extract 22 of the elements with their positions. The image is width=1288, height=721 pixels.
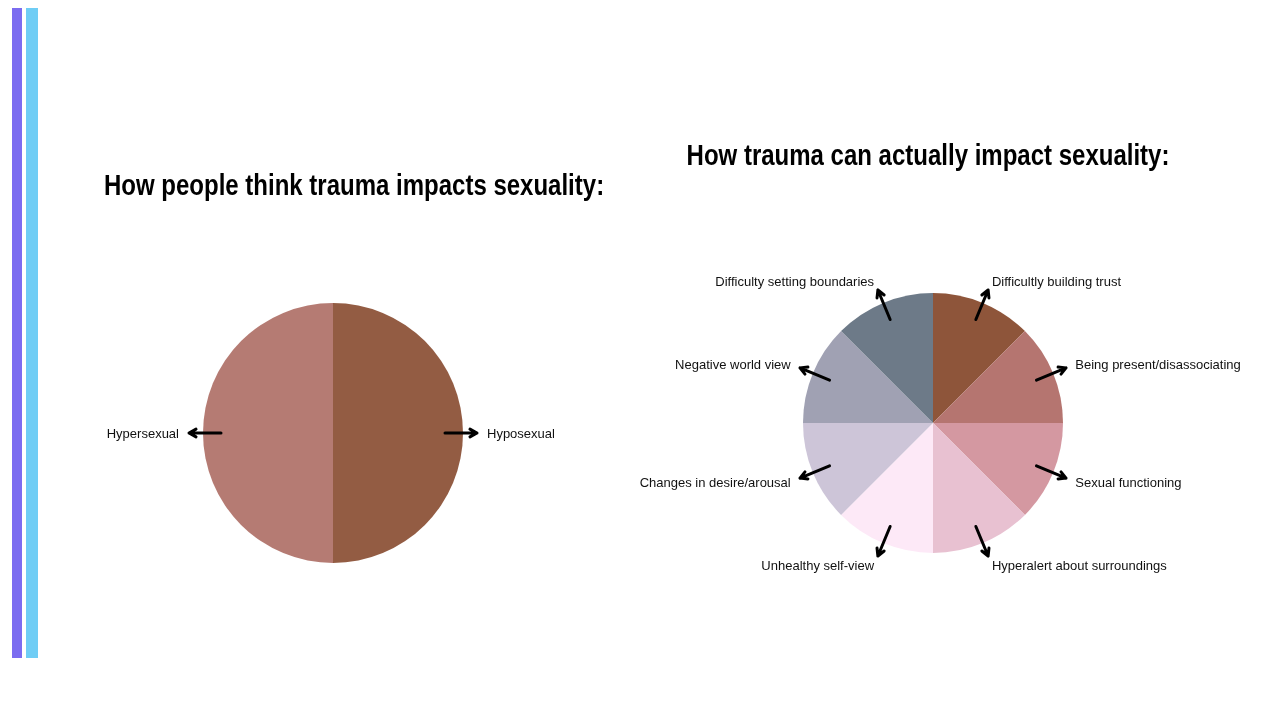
pie-slice bbox=[933, 423, 1063, 515]
pie-slice bbox=[841, 423, 933, 553]
pie-slice bbox=[933, 293, 1025, 423]
slice-label: Unhealthy self-view bbox=[761, 558, 875, 574]
slice-label: Sexual functioning bbox=[1075, 474, 1182, 490]
slice-label: Hyposexual bbox=[487, 426, 556, 441]
pie-slice bbox=[803, 331, 933, 423]
slice-label: Difficulty setting boundaries bbox=[715, 273, 875, 289]
slice-label: Hyperalert about surroundings bbox=[991, 558, 1168, 574]
slice-label: Negative world view bbox=[675, 357, 792, 373]
pie-slice bbox=[841, 293, 933, 423]
slice-label: Being present/disassociating bbox=[1075, 357, 1241, 373]
pie-slice bbox=[203, 303, 333, 563]
pie-slice bbox=[333, 303, 463, 563]
pie-slice bbox=[933, 331, 1063, 423]
chart-title: How trauma can actually impact sexuality: bbox=[685, 138, 1171, 173]
pie-slice bbox=[933, 423, 1025, 553]
slice-label: Difficultly building trust bbox=[991, 273, 1122, 289]
slice-label: Hypersexual bbox=[106, 426, 180, 441]
slice-label: Changes in desire/arousal bbox=[639, 474, 791, 490]
pie-slice bbox=[803, 423, 933, 515]
chart-title: How people think trauma impacts sexuality: bbox=[104, 168, 605, 203]
